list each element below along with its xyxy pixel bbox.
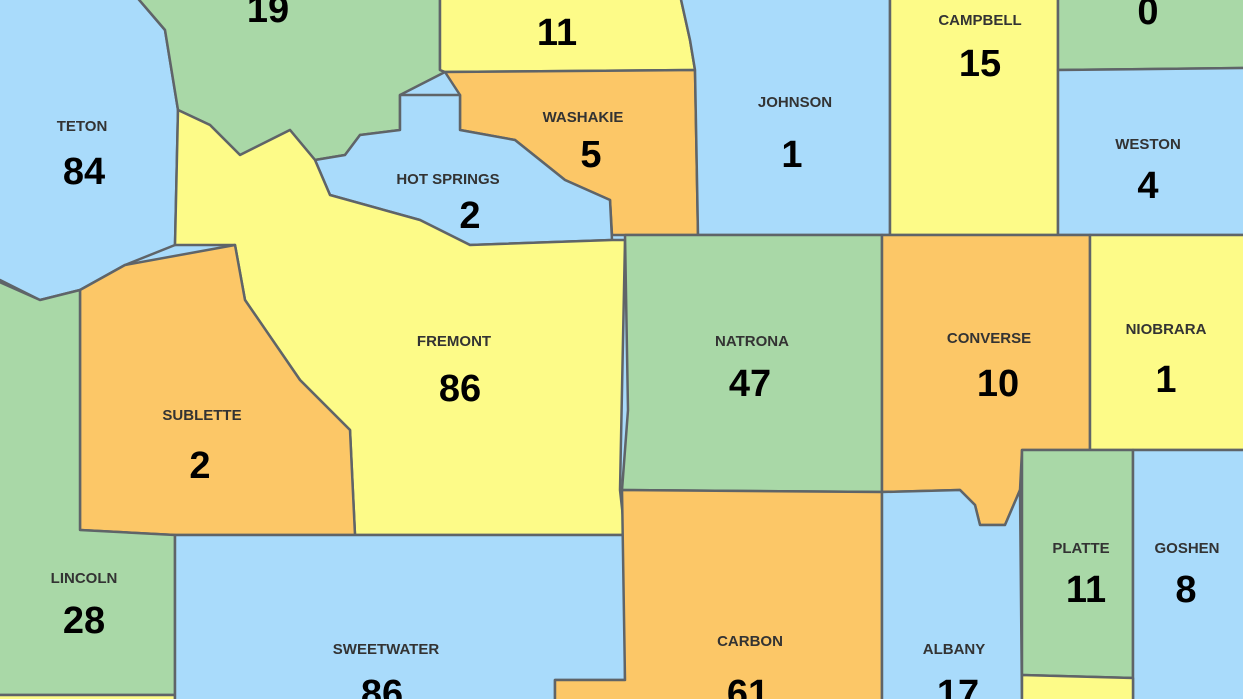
niobrara-name: NIOBRARA <box>1126 321 1207 338</box>
natrona-name: NATRONA <box>715 333 789 350</box>
hot-springs-value: 2 <box>459 195 480 237</box>
county-teton[interactable] <box>0 0 180 302</box>
county-weston[interactable] <box>1056 66 1243 237</box>
county-platte[interactable] <box>1020 448 1135 680</box>
campbell-value: 15 <box>959 43 1001 85</box>
county-goshen[interactable] <box>1131 448 1243 699</box>
campbell-name: CAMPBELL <box>938 12 1021 29</box>
johnson-name: JOHNSON <box>758 94 832 111</box>
converse-name: CONVERSE <box>947 330 1031 347</box>
teton-value: 84 <box>63 151 105 193</box>
crook-value: 0 <box>1137 0 1158 33</box>
county-crook[interactable] <box>1056 0 1243 72</box>
sublette-value: 2 <box>189 445 210 487</box>
park-value: 19 <box>247 0 289 31</box>
teton-name: TETON <box>57 118 108 135</box>
platte-name: PLATTE <box>1052 540 1109 557</box>
weston-value: 4 <box>1137 165 1158 207</box>
sweetwater-value: 86 <box>361 673 403 699</box>
washakie-value: 5 <box>580 134 601 176</box>
carbon-value: 61 <box>727 673 769 699</box>
lincoln-value: 28 <box>63 600 105 642</box>
natrona-value: 47 <box>729 363 771 405</box>
fremont-value: 86 <box>439 368 481 410</box>
lincoln-name: LINCOLN <box>51 570 118 587</box>
goshen-value: 8 <box>1175 569 1196 611</box>
county-albany[interactable] <box>880 488 1024 699</box>
county-niobrara[interactable] <box>1088 233 1243 452</box>
county-campbell[interactable] <box>888 0 1060 237</box>
fremont-name: FREMONT <box>417 333 491 350</box>
niobrara-value: 1 <box>1155 359 1176 401</box>
albany-name: ALBANY <box>923 641 986 658</box>
weston-name: WESTON <box>1115 136 1181 153</box>
johnson-value: 1 <box>781 134 802 176</box>
washakie-name: WASHAKIE <box>543 109 624 126</box>
county-uinta[interactable] <box>0 693 177 699</box>
county-laramie[interactable] <box>1020 673 1135 699</box>
sublette-name: SUBLETTE <box>162 407 241 424</box>
county-johnson[interactable] <box>679 0 892 237</box>
converse-value: 10 <box>977 363 1019 405</box>
platte-value: 11 <box>1066 569 1106 611</box>
carbon-name: CARBON <box>717 633 783 650</box>
hot-springs-name: HOT SPRINGS <box>396 171 499 188</box>
sweetwater-name: SWEETWATER <box>333 641 440 658</box>
goshen-name: GOSHEN <box>1154 540 1219 557</box>
big-horn-value: 11 <box>537 12 577 54</box>
albany-value: 17 <box>937 673 979 699</box>
